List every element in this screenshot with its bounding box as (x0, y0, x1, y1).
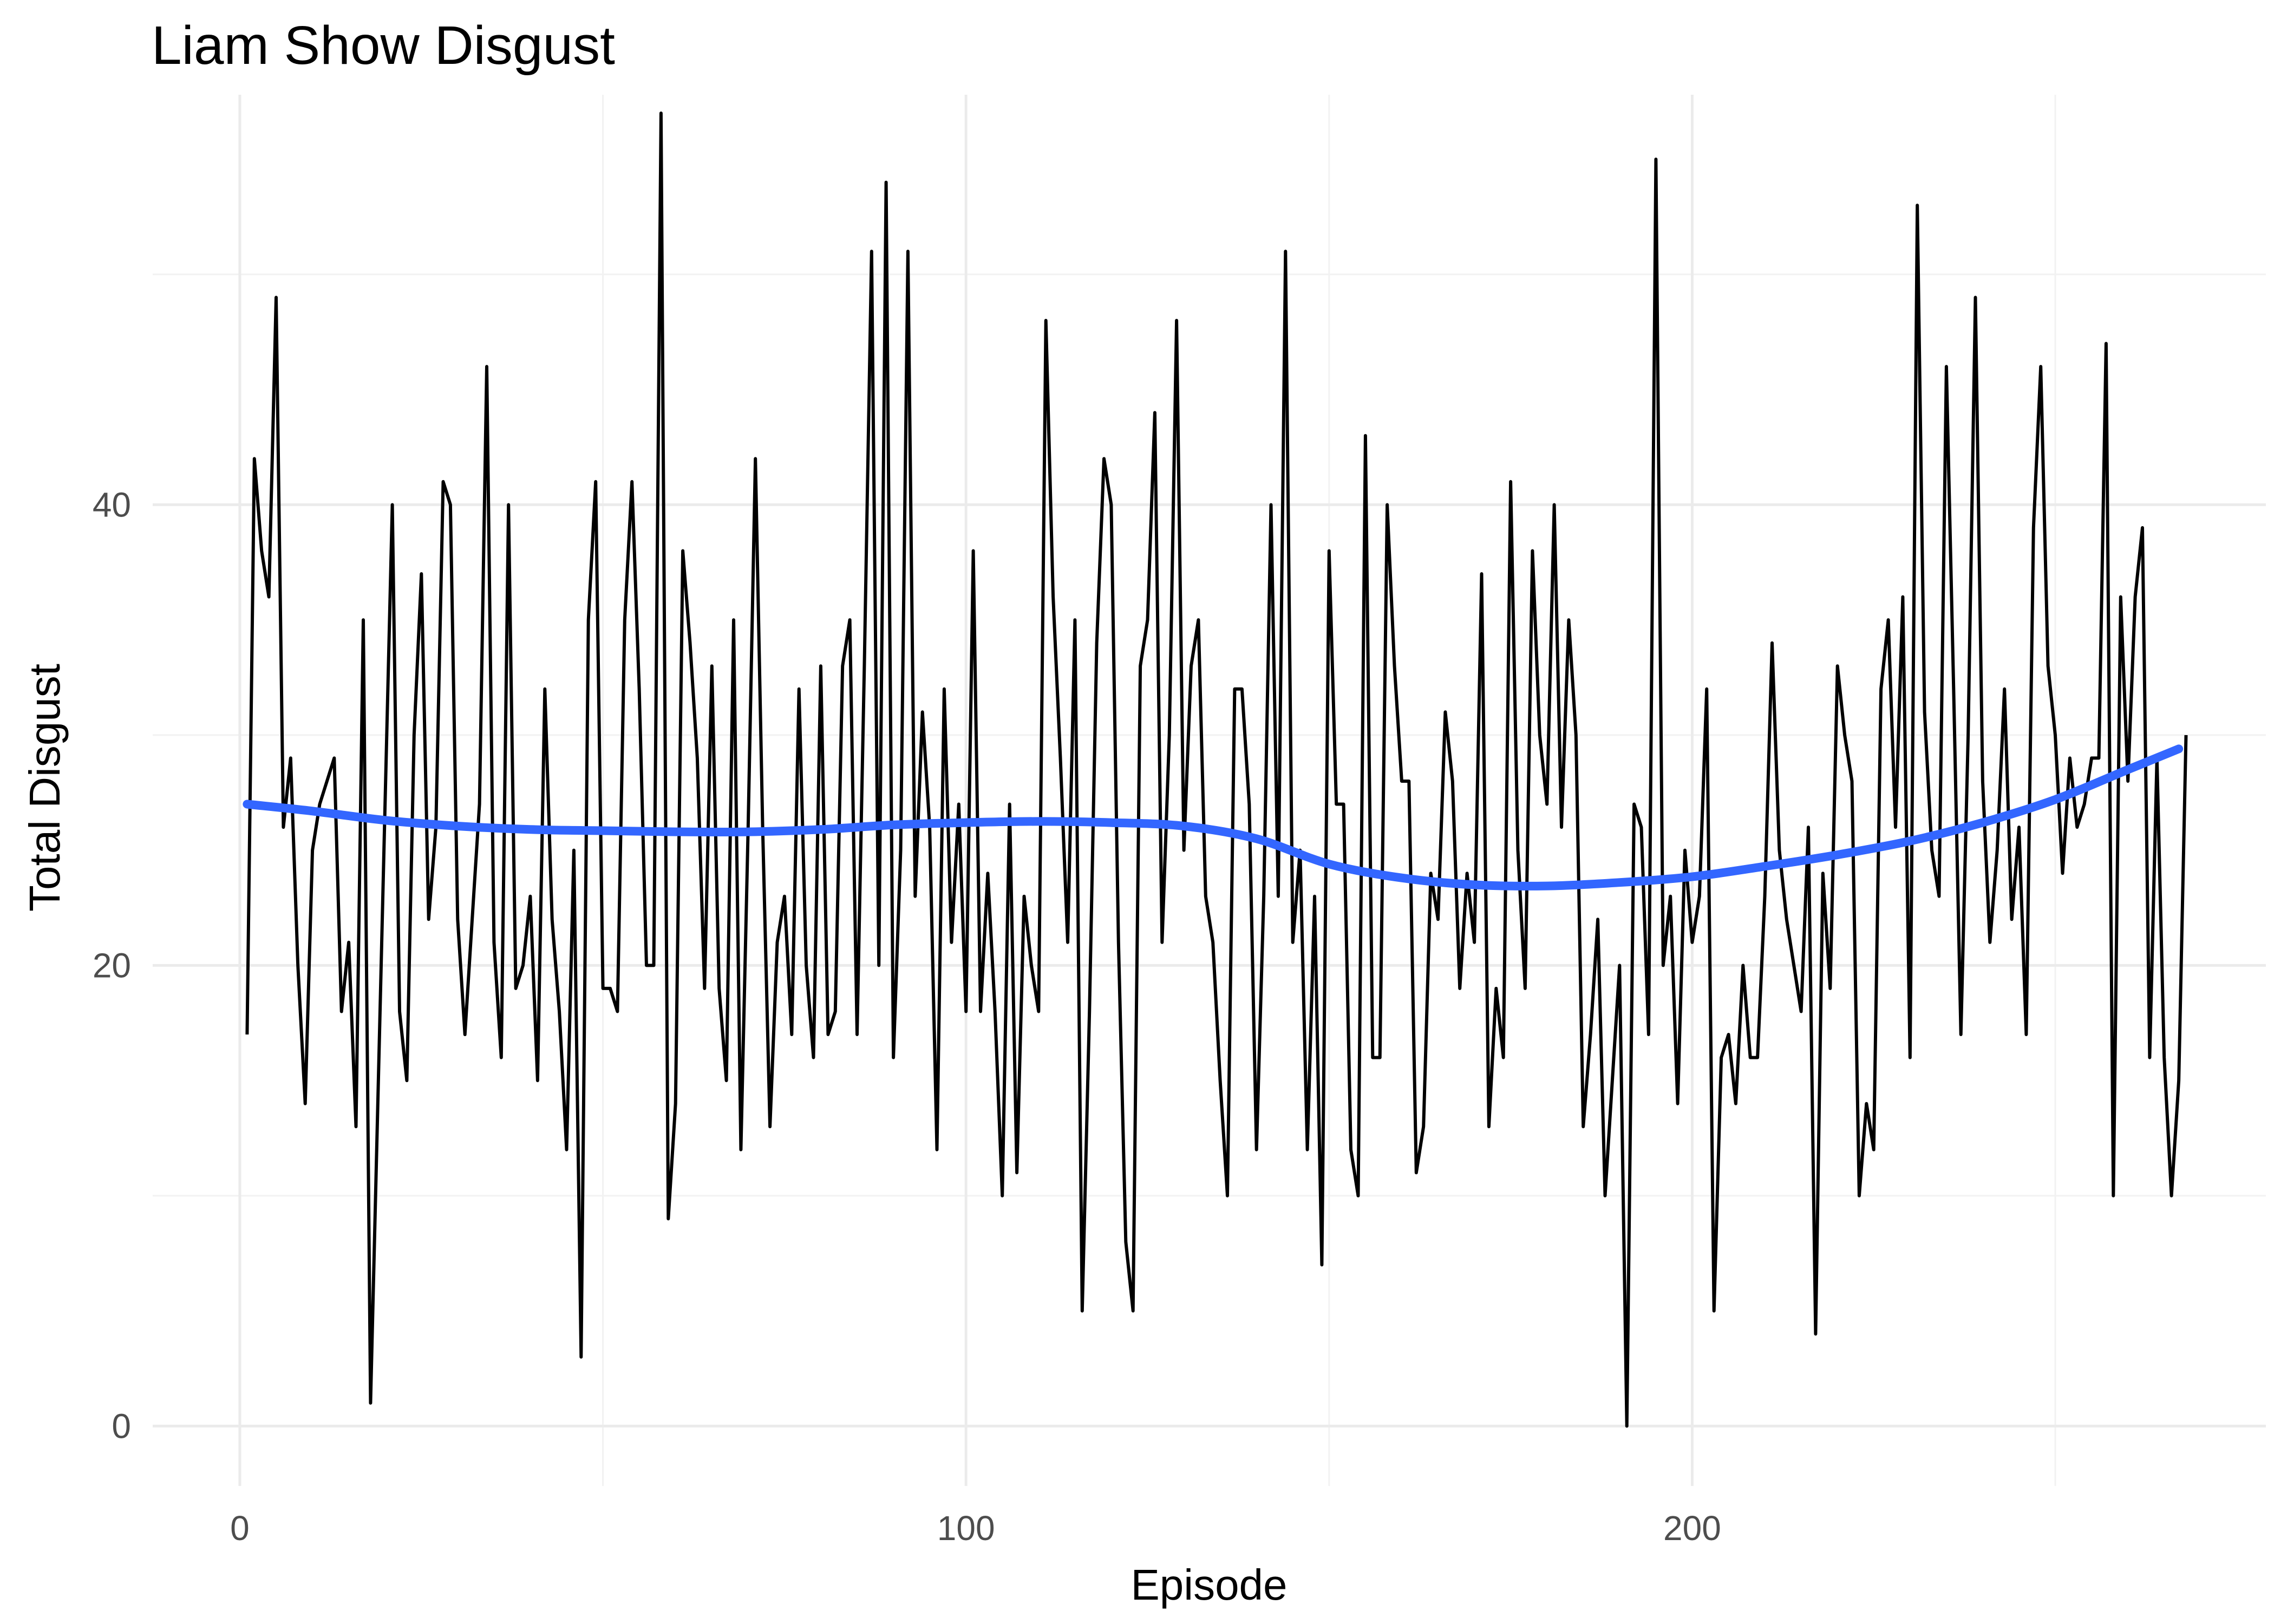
y-tick-label: 0 (112, 1406, 131, 1445)
x-tick-label: 200 (1663, 1509, 1721, 1548)
x-axis-title: Episode (1131, 1561, 1287, 1609)
tick-labels: 0 100 200 0 20 40 (93, 485, 1721, 1548)
chart-title: Liam Show Disgust (152, 15, 615, 76)
series-line-disgust (245, 112, 2188, 1428)
series-layer (243, 112, 2188, 1428)
minor-gridlines (153, 95, 2266, 1486)
x-tick-label: 100 (937, 1509, 995, 1548)
y-tick-label: 20 (93, 946, 131, 985)
x-tick-label: 0 (230, 1509, 250, 1548)
smooth-trend-line (243, 744, 2184, 890)
y-tick-label: 40 (93, 485, 131, 524)
y-axis-title: Total Disgust (21, 664, 69, 912)
